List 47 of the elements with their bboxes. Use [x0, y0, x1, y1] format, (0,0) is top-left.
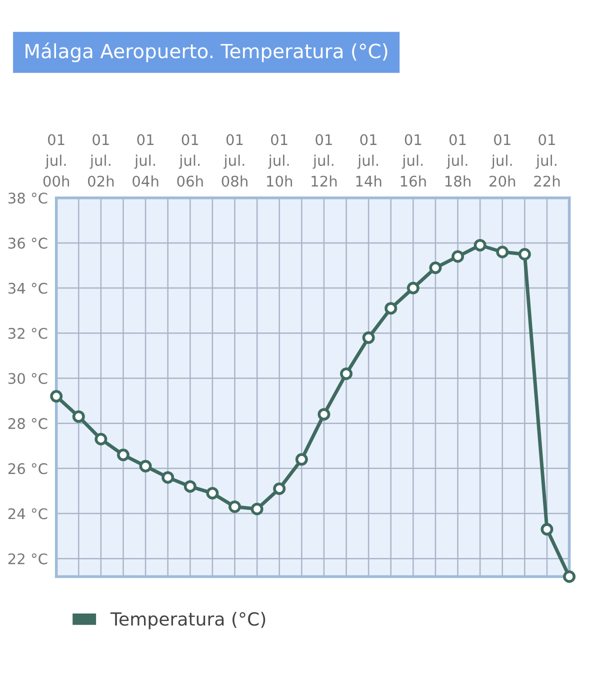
x-tick-label: 01 jul. 16h — [400, 134, 426, 187]
x-tick-label: 01 jul. 06h — [177, 134, 203, 187]
point — [406, 282, 420, 294]
point — [273, 482, 286, 495]
point — [94, 432, 108, 446]
point — [206, 486, 219, 500]
point — [162, 471, 174, 484]
point — [384, 302, 398, 315]
y-tick-label: 26 °C — [8, 463, 48, 474]
point — [518, 248, 531, 260]
point — [362, 331, 375, 344]
point — [340, 367, 353, 380]
x-tick-label: 01 jul. 00h — [43, 134, 69, 187]
x-tick-label: 01 jul. 18h — [445, 134, 470, 187]
y-tick-label: 22 °C — [8, 553, 48, 564]
point — [496, 246, 509, 258]
x-tick-label: 01 jul. 08h — [222, 134, 248, 187]
x-tick-label: 01 jul. 22h — [534, 134, 560, 187]
x-tick-label: 01 jul. 02h — [88, 134, 114, 187]
point — [429, 262, 442, 274]
point — [50, 390, 63, 403]
point — [474, 238, 486, 252]
legend-label: Temperatura (°C) — [110, 612, 266, 630]
point — [184, 480, 196, 493]
x-tick-label: 01 jul. 14h — [356, 134, 382, 187]
point — [563, 570, 576, 583]
point — [250, 502, 264, 516]
y-tick-label: 32 °C — [8, 328, 48, 339]
y-tick-label: 38 °C — [8, 192, 48, 204]
point — [540, 523, 554, 536]
x-tick-label: 01 jul. 04h — [132, 134, 158, 187]
y-tick-label: 34 °C — [8, 282, 48, 294]
point — [318, 408, 330, 421]
y-tick-label: 30 °C — [8, 372, 48, 384]
point — [116, 448, 130, 462]
y-tick-label: 36 °C — [8, 238, 48, 249]
y-tick-label: 24 °C — [8, 508, 48, 520]
point — [295, 453, 308, 466]
chart-title: Málaga Aeropuerto. Temperatura (°C) — [26, 42, 388, 62]
point — [452, 250, 464, 263]
point — [72, 410, 85, 423]
x-tick-label: 01 jul. 20h — [490, 134, 516, 187]
y-tick-label: 28 °C — [8, 418, 48, 430]
x-tick-label: 01 jul. 12h — [312, 134, 337, 187]
point — [228, 500, 241, 513]
point — [139, 460, 152, 472]
x-tick-label: 01 jul. 10h — [267, 134, 292, 187]
